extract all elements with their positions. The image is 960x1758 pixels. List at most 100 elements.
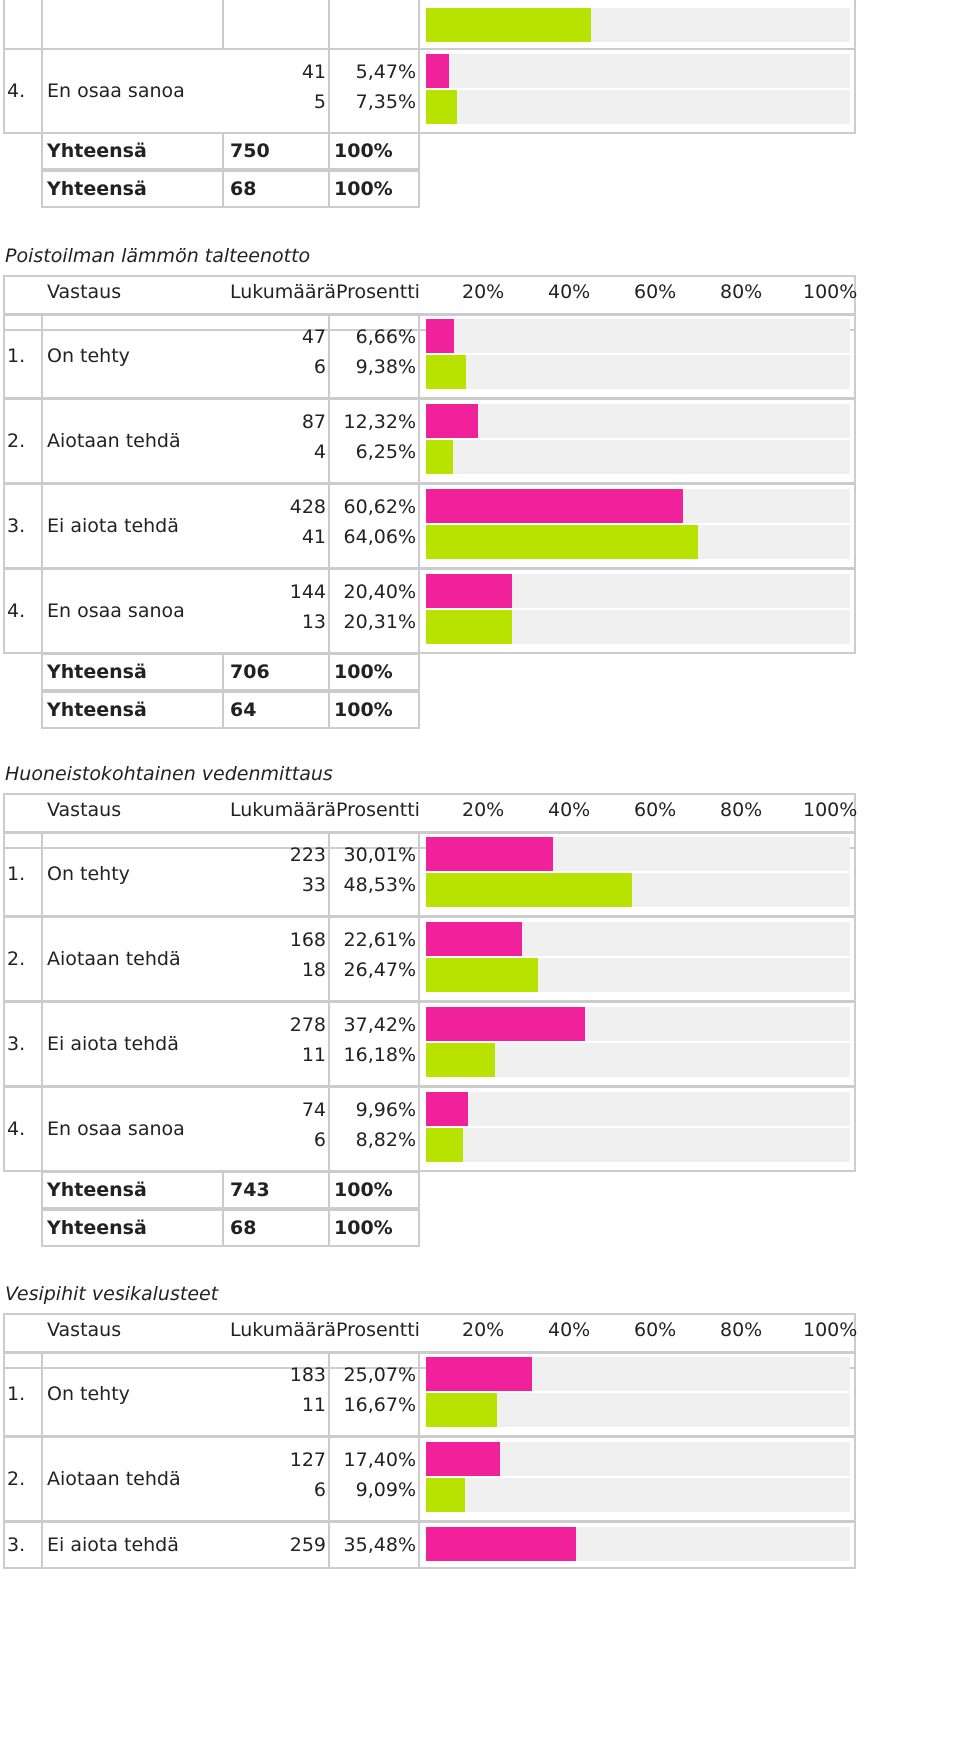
count-b: 4: [313, 441, 326, 463]
total-count: 68: [230, 178, 257, 200]
count-b: 6: [313, 1129, 326, 1151]
bar-series-a: [426, 489, 684, 523]
percent-a: 22,61%: [343, 929, 416, 951]
total-count: 706: [230, 661, 270, 683]
total-label: Yhteensä: [47, 1217, 147, 1239]
percent-b: 6,25%: [355, 441, 416, 463]
row-number: 3.: [7, 1033, 26, 1055]
percent-a: 12,32%: [343, 411, 416, 433]
header-vastaus: Vastaus: [47, 281, 122, 303]
percent-b: 9,38%: [355, 356, 416, 378]
header-scale-3: 60%: [634, 1319, 677, 1341]
count-a: 278: [289, 1014, 326, 1036]
percent-b: 7,35%: [355, 91, 416, 113]
percent-b: 16,67%: [343, 1394, 416, 1416]
header-lukumaara: Lukumäärä: [230, 281, 337, 303]
row-bar-cell: [418, 1086, 856, 1172]
total-percent: 100%: [334, 178, 393, 200]
header-scale-5: 100%: [803, 281, 858, 303]
row-label: Ei aiota tehdä: [47, 515, 179, 537]
percent-a: 37,42%: [343, 1014, 416, 1036]
count-a: 41: [301, 61, 326, 83]
count-b: 6: [313, 1479, 326, 1501]
section-title: Vesipihit vesikalusteet: [5, 1283, 219, 1305]
total-percent: 100%: [334, 1217, 393, 1239]
bar-series-b-track: [426, 440, 850, 474]
total-percent: 100%: [334, 1179, 393, 1201]
percent-a: 5,47%: [355, 61, 416, 83]
total-count: 68: [230, 1217, 257, 1239]
count-a: 168: [289, 929, 326, 951]
prev-col-cell: [41, 0, 224, 50]
row-label: On tehty: [47, 1383, 130, 1405]
bar-series-b-track: [426, 90, 850, 124]
bar-series-a: [426, 922, 522, 956]
bar-series-b: [426, 610, 513, 644]
total-percent-cell: [328, 1171, 420, 1209]
header-scale-4: 80%: [720, 799, 763, 821]
count-a: 144: [289, 581, 326, 603]
row-bar-cell: [418, 1521, 856, 1569]
percent-a: 60,62%: [343, 496, 416, 518]
bar-series-a: [426, 1442, 500, 1476]
percent-b: 16,18%: [343, 1044, 416, 1066]
bar-series-a: [426, 1357, 533, 1391]
row-label: En osaa sanoa: [47, 600, 185, 622]
bar-series-a: [426, 574, 513, 608]
row-number: 1.: [7, 345, 26, 367]
header-vastaus: Vastaus: [47, 1319, 122, 1341]
header-scale-3: 60%: [634, 799, 677, 821]
total-percent-cell: [328, 1209, 420, 1247]
row-label: En osaa sanoa: [47, 80, 185, 102]
count-a: 74: [301, 1099, 326, 1121]
prev-bar-series-b: [426, 8, 592, 42]
count-a: 259: [289, 1534, 326, 1556]
row-label: Ei aiota tehdä: [47, 1534, 179, 1556]
row-label: Aiotaan tehdä: [47, 948, 181, 970]
total-percent: 100%: [334, 699, 393, 721]
count-a: 47: [301, 326, 326, 348]
row-number: 1.: [7, 863, 26, 885]
row-number: 1.: [7, 1383, 26, 1405]
count-b: 41: [301, 526, 326, 548]
header-scale-4: 80%: [720, 1319, 763, 1341]
total-percent-cell: [328, 653, 420, 691]
row-bar-cell: [418, 568, 856, 654]
row-label: On tehty: [47, 863, 130, 885]
count-b: 6: [313, 356, 326, 378]
total-label: Yhteensä: [47, 140, 147, 162]
header-scale-2: 40%: [548, 799, 591, 821]
bar-series-a-track: [426, 319, 850, 353]
header-scale-5: 100%: [803, 799, 858, 821]
row-label: Ei aiota tehdä: [47, 1033, 179, 1055]
bar-series-b-track: [426, 1478, 850, 1512]
total-count: 64: [230, 699, 257, 721]
header-scale-5: 100%: [803, 1319, 858, 1341]
count-b: 18: [301, 959, 326, 981]
bar-series-a: [426, 404, 479, 438]
count-b: 11: [301, 1044, 326, 1066]
bar-series-a: [426, 837, 554, 871]
total-percent: 100%: [334, 661, 393, 683]
bar-series-b: [426, 1478, 465, 1512]
bar-series-a-track: [426, 1092, 850, 1126]
bar-series-a-track: [426, 404, 850, 438]
bar-series-b: [426, 525, 698, 559]
header-scale-2: 40%: [548, 281, 591, 303]
bar-series-b: [426, 1043, 495, 1077]
percent-a: 35,48%: [343, 1534, 416, 1556]
percent-a: 9,96%: [355, 1099, 416, 1121]
total-label: Yhteensä: [47, 661, 147, 683]
bar-series-a: [426, 1527, 577, 1561]
percent-a: 17,40%: [343, 1449, 416, 1471]
header-vastaus: Vastaus: [47, 799, 122, 821]
percent-b: 8,82%: [355, 1129, 416, 1151]
prev-col-cell: [222, 0, 330, 50]
row-number: 4.: [7, 1118, 26, 1140]
section-title: Huoneistokohtainen vedenmittaus: [5, 763, 333, 785]
bar-series-b: [426, 958, 539, 992]
bar-series-b: [426, 1393, 497, 1427]
count-a: 127: [289, 1449, 326, 1471]
section-title: Poistoilman lämmön talteenotto: [5, 245, 311, 267]
total-count: 743: [230, 1179, 270, 1201]
